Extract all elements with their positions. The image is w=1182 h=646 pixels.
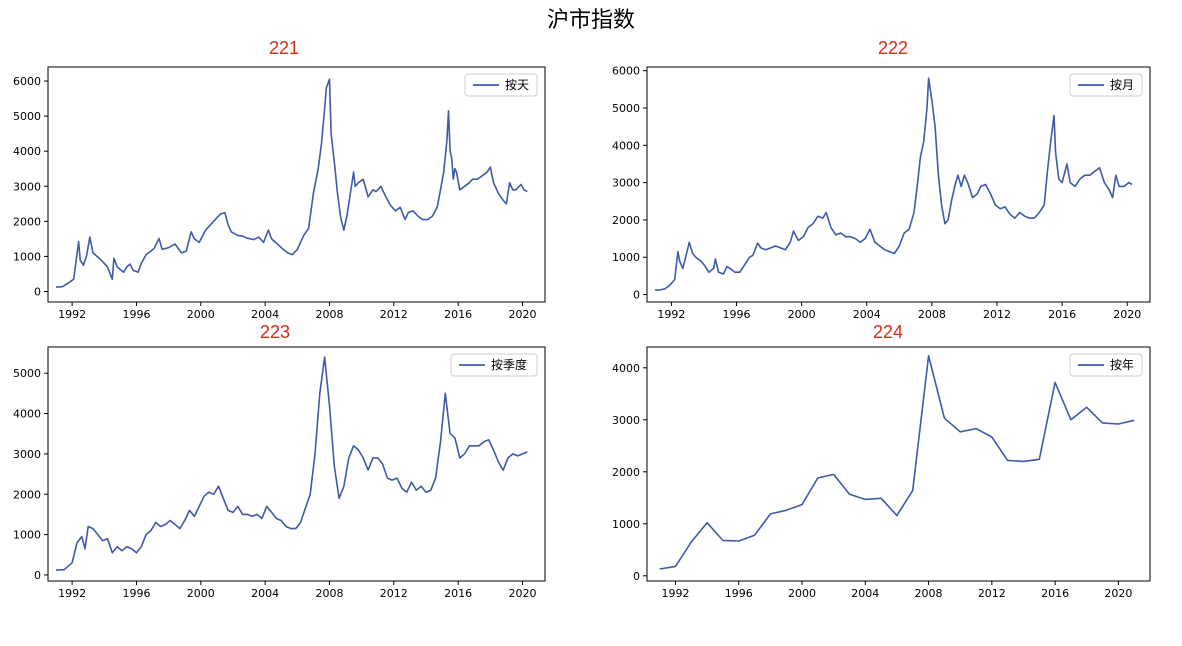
subplot-224: 1992 1996 2000 2004 2008 2012 2016 2020 0 1000 200… [612, 346, 1151, 600]
x-tick-label-222-6: 2016 [1048, 308, 1076, 321]
y-tick-label-221-1: 1000 [13, 250, 41, 263]
y-tick-label-223-1: 1000 [13, 529, 41, 542]
x-tick-label-222-3: 2004 [853, 308, 881, 321]
legend-label-221: 按天 [505, 78, 529, 92]
axes-frame-222 [646, 66, 1151, 303]
y-tick-label-222-6: 6000 [612, 65, 640, 78]
x-tick-label-223-1: 1996 [122, 587, 150, 600]
series-line-222 [655, 77, 1133, 291]
subplot-title-223: 223 [259, 322, 291, 342]
y-tick-label-224-2: 2000 [612, 466, 640, 479]
x-tick-label-223-3: 2004 [251, 587, 279, 600]
x-tick-label-223-6: 2016 [444, 587, 472, 600]
legend-box-221 [464, 73, 538, 97]
x-tick-label-223-0: 1992 [58, 587, 86, 600]
axes-frame-224 [646, 346, 1151, 582]
x-tick-label-221-4: 2008 [315, 308, 343, 321]
x-tick-label-222-1: 1996 [723, 308, 751, 321]
y-tick-label-222-3: 3000 [612, 177, 640, 190]
x-tick-label-221-5: 2012 [380, 308, 408, 321]
x-tick-label-224-5: 2012 [978, 587, 1006, 600]
y-tick-label-222-5: 5000 [612, 102, 640, 115]
y-tick-label-223-0: 0 [34, 569, 41, 582]
x-tick-label-223-5: 2012 [380, 587, 408, 600]
x-tick-label-221-1: 1996 [122, 308, 150, 321]
x-tick-label-221-0: 1992 [58, 308, 86, 321]
x-tick-label-222-4: 2008 [918, 308, 946, 321]
y-tick-label-223-2: 2000 [13, 488, 41, 501]
x-tick-label-224-3: 2004 [851, 587, 879, 600]
subplot-title-222: 222 [877, 38, 909, 58]
y-tick-label-223-5: 5000 [13, 367, 41, 380]
x-tick-label-222-2: 2000 [788, 308, 816, 321]
x-tick-label-224-4: 2008 [915, 587, 943, 600]
x-tick-label-221-6: 2016 [444, 308, 472, 321]
x-tick-label-224-6: 2016 [1041, 587, 1069, 600]
y-tick-label-223-4: 4000 [13, 408, 41, 421]
legend-box-223 [450, 353, 538, 377]
x-tick-label-221-7: 2020 [508, 308, 536, 321]
y-tick-label-221-4: 4000 [13, 145, 41, 158]
y-tick-label-221-5: 5000 [13, 110, 41, 123]
x-tick-label-223-4: 2008 [315, 587, 343, 600]
x-tick-label-224-1: 1996 [725, 587, 753, 600]
legend-label-223: 按季度 [491, 357, 527, 372]
series-line-221 [55, 78, 528, 288]
series-line-224 [659, 354, 1135, 570]
x-tick-label-224-2: 2000 [788, 587, 816, 600]
y-tick-label-222-1: 1000 [612, 251, 640, 264]
legend-box-224 [1069, 353, 1143, 377]
x-tick-label-222-5: 2012 [983, 308, 1011, 321]
figure-title: 沪市指数 [546, 8, 635, 33]
legend-box-222 [1069, 73, 1143, 97]
subplot-223: 1992 1996 2000 2004 2008 2012 2016 2020 0 1000 200… [13, 346, 546, 600]
x-tick-label-222-0: 1992 [657, 308, 685, 321]
x-tick-label-221-2: 2000 [187, 308, 215, 321]
subplot-title-224: 224 [872, 322, 904, 342]
x-tick-label-221-3: 2004 [251, 308, 279, 321]
y-tick-label-221-2: 2000 [13, 215, 41, 228]
y-tick-label-221-3: 3000 [13, 180, 41, 193]
y-tick-label-224-1: 1000 [612, 518, 640, 531]
y-tick-label-221-0: 0 [34, 285, 41, 298]
y-tick-label-222-2: 2000 [612, 214, 640, 227]
x-tick-label-224-0: 1992 [661, 587, 689, 600]
subplot-222: 1992 1996 2000 2004 2008 2012 2016 2020 0 1000 200… [612, 65, 1151, 321]
series-line-223 [55, 356, 528, 571]
y-tick-label-224-3: 3000 [612, 414, 640, 427]
subplot-title-221: 221 [268, 38, 300, 58]
y-tick-label-224-0: 0 [633, 570, 640, 583]
x-tick-label-223-2: 2000 [187, 587, 215, 600]
axes-frame-223 [47, 346, 546, 582]
x-tick-label-223-7: 2020 [508, 587, 536, 600]
y-tick-label-222-4: 4000 [612, 139, 640, 152]
y-tick-label-221-6: 6000 [13, 75, 41, 88]
subplot-221: 1992 1996 2000 2004 2008 2012 2016 2020 0 1000 200… [13, 66, 546, 321]
x-tick-label-222-7: 2020 [1113, 308, 1141, 321]
axes-frame-221 [47, 66, 546, 303]
y-tick-label-223-3: 3000 [13, 448, 41, 461]
legend-label-222: 按月 [1110, 78, 1134, 92]
y-tick-label-222-0: 0 [633, 289, 640, 302]
legend-label-224: 按年 [1110, 358, 1134, 372]
x-tick-label-224-7: 2020 [1104, 587, 1132, 600]
y-tick-label-224-4: 4000 [612, 362, 640, 375]
